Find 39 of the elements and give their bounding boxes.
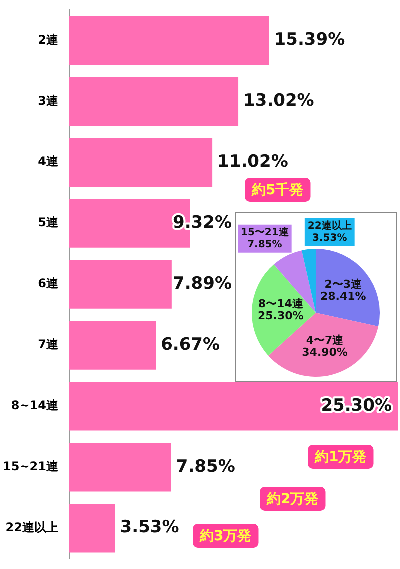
data-label: 13.02% bbox=[244, 91, 314, 112]
slice-label: 8〜14連 bbox=[258, 298, 304, 311]
bar bbox=[69, 16, 270, 66]
data-label: 25.30% bbox=[321, 396, 392, 416]
data-label: 28.41% bbox=[320, 290, 366, 303]
data-label: 15.39% bbox=[274, 30, 346, 50]
annotation: 約1万発 bbox=[314, 450, 367, 466]
data-label: 3.53% bbox=[312, 232, 348, 244]
y-tick-label: 8~14連 bbox=[11, 398, 60, 413]
y-tick-label: 2連 bbox=[38, 32, 60, 47]
y-tick-label: 4連 bbox=[38, 154, 60, 169]
bar bbox=[69, 260, 172, 309]
data-label: 3.53% bbox=[120, 518, 180, 538]
slice-label: 4〜7連 bbox=[306, 334, 345, 347]
slice-label: 2〜3連 bbox=[324, 278, 364, 291]
data-label: 34.90% bbox=[302, 346, 348, 359]
data-label: 25.30% bbox=[258, 310, 304, 323]
data-label: 7.85% bbox=[248, 239, 282, 250]
slice-label: 22連以上 bbox=[308, 220, 352, 232]
data-label: 6.67% bbox=[161, 334, 220, 355]
y-tick-label: 15~21連 bbox=[3, 459, 60, 474]
bar bbox=[69, 504, 116, 553]
y-tick-label: 3連 bbox=[38, 94, 60, 108]
data-label: 7.85% bbox=[176, 456, 236, 477]
data-label: 11.02% bbox=[218, 152, 288, 172]
y-tick-label: 22連以上 bbox=[6, 520, 58, 534]
y-tick-label: 5連 bbox=[38, 216, 60, 230]
annotation: 約5千発 bbox=[251, 182, 304, 199]
bar bbox=[69, 321, 156, 370]
annotation: 約3万発 bbox=[199, 528, 252, 545]
annotation: 約2万発 bbox=[266, 492, 319, 508]
data-label: 7.89% bbox=[173, 274, 232, 294]
y-tick-label: 7連 bbox=[38, 338, 60, 352]
bar bbox=[69, 442, 172, 492]
bar bbox=[69, 382, 398, 431]
slice-label: 15〜21連 bbox=[240, 226, 290, 238]
y-tick-label: 6連 bbox=[38, 276, 60, 291]
bar bbox=[69, 77, 239, 126]
bar bbox=[69, 138, 213, 187]
